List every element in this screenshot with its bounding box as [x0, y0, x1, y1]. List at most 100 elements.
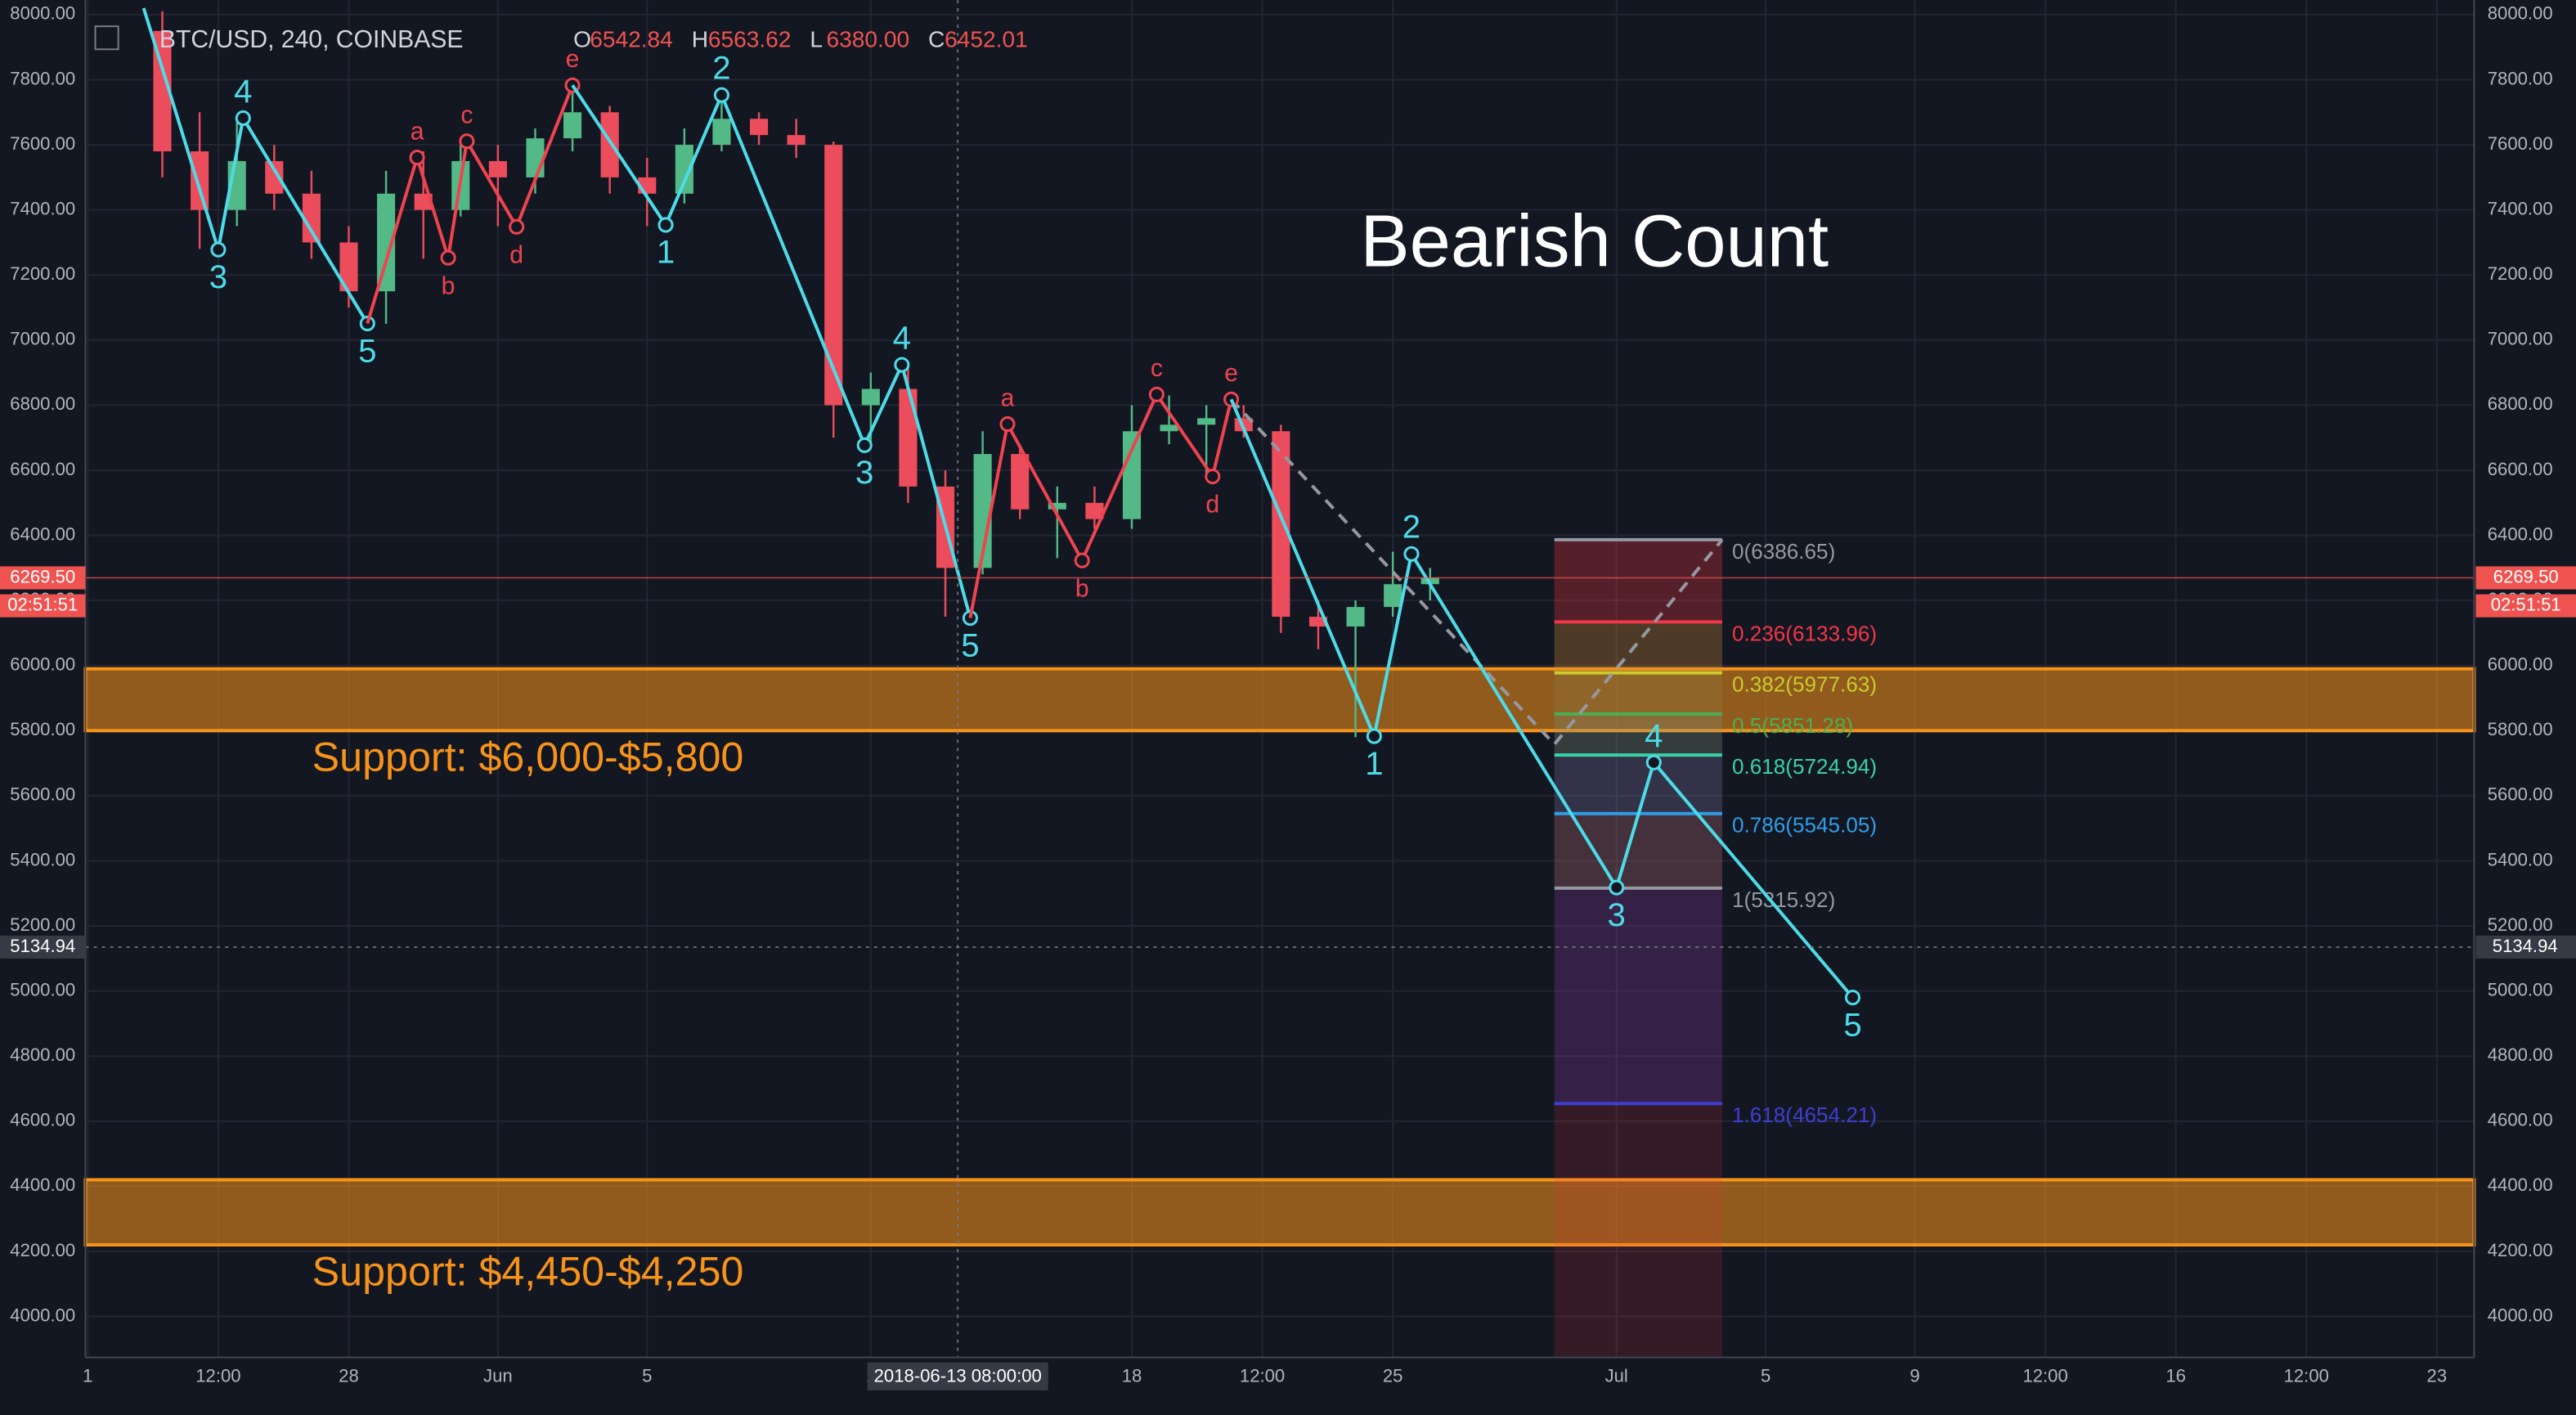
ohlc-key: H [692, 27, 708, 52]
countdown-label: 02:51:51 [7, 594, 78, 614]
candle-body [1384, 584, 1402, 608]
y-tick-label: 7600.00 [2488, 133, 2553, 154]
wave-point [1645, 754, 1662, 770]
candle-body [414, 193, 433, 210]
wave-label: 4 [893, 320, 911, 357]
wave-label: c [1151, 355, 1163, 382]
wave-label: 5 [358, 332, 376, 369]
y-tick-label: 7800.00 [2488, 68, 2553, 88]
candle-body [973, 454, 992, 568]
crosshair-x-tag [867, 1362, 1048, 1390]
wave-label: 2 [1402, 509, 1420, 546]
wave-label: 4 [1645, 717, 1663, 754]
y-tick-label: 5000.00 [2488, 979, 2553, 999]
fib-label: 0.382(5977.63) [1732, 672, 1877, 697]
fib-background [1554, 539, 1722, 1358]
wave-point [713, 87, 729, 103]
wave-point [409, 150, 425, 166]
x-tick-label: 1 [83, 1366, 92, 1386]
fib-band [1554, 755, 1722, 814]
crosshair-y-label: 5134.94 [2493, 936, 2558, 956]
wave-point [1844, 990, 1861, 1006]
x-tick-label: 9 [1910, 1366, 1919, 1386]
candle-body [526, 138, 545, 177]
y-tick-label-left: 5600.00 [10, 784, 75, 805]
candle-body [1346, 607, 1365, 627]
wave-label: b [1075, 575, 1089, 602]
y-tick-label-left: 4200.00 [10, 1240, 75, 1260]
y-tick-label-left: 7400.00 [10, 198, 75, 218]
y-tick-label-left: 4800.00 [10, 1044, 75, 1065]
y-tick-label: 7400.00 [2488, 198, 2553, 218]
y-tick-label: 4600.00 [2488, 1110, 2553, 1130]
candle-body [1048, 502, 1066, 510]
x-tick-label: 12:00 [2284, 1366, 2329, 1386]
wave-label: d [509, 241, 523, 268]
candle-body [339, 242, 358, 292]
wave-point [999, 416, 1016, 433]
countdown-label: 02:51:51 [2491, 594, 2561, 614]
fib-label: 0.5(5851.28) [1732, 713, 1853, 738]
wave-point [235, 110, 251, 126]
support-zone [83, 1178, 2476, 1247]
ohlc-key: C [928, 27, 945, 52]
y-tick-label-left: 7000.00 [10, 329, 75, 349]
y-tick-label-left: 7800.00 [10, 68, 75, 88]
wave-label: d [1205, 492, 1219, 519]
fib-label: 1.618(4654.21) [1732, 1103, 1877, 1127]
toggle-icon[interactable] [94, 25, 119, 51]
candle-body [824, 145, 843, 406]
support-label: Support: $6,000-$5,800 [312, 734, 744, 780]
wave-label: 1 [1365, 745, 1383, 782]
ohlc-key: L [810, 27, 823, 52]
fib-band [1554, 887, 1722, 1104]
candle-body [1420, 577, 1439, 585]
y-tick-label: 4800.00 [2488, 1044, 2553, 1065]
y-tick-label-left: 5200.00 [10, 914, 75, 935]
fib-band [1554, 713, 1722, 756]
drawings-back [83, 539, 2476, 1358]
ohlc-value: 6563.62 [708, 27, 792, 52]
candle-body [191, 151, 209, 210]
y-tick-label-left: 5400.00 [10, 849, 75, 869]
candle-body [712, 119, 731, 146]
wave-point [1205, 468, 1221, 485]
wave-label: 5 [1843, 1006, 1861, 1043]
wave-label: a [411, 118, 424, 145]
candles [153, 11, 1439, 738]
last-price-label: 6269.50 [10, 566, 75, 586]
fib-label: 0.786(5545.05) [1732, 813, 1877, 838]
wave-point [1223, 391, 1240, 407]
y-tick-label-left: 6400.00 [10, 523, 75, 544]
x-tick-label: 25 [1383, 1366, 1403, 1386]
candle-body [787, 135, 806, 146]
wave-label: 3 [209, 258, 227, 295]
wave-label: 3 [855, 454, 873, 491]
candle-body [563, 112, 582, 139]
ohlc-value: 6380.00 [826, 27, 909, 52]
ohlc-value: 6542.84 [590, 27, 673, 52]
candle-body [377, 193, 396, 292]
candle-body [1308, 617, 1328, 627]
x-tick-label: Jun [483, 1366, 513, 1386]
last-price-tag [0, 566, 86, 590]
x-tick-label: 5 [1761, 1366, 1770, 1386]
wave-label: c [460, 102, 473, 129]
wave-point [210, 241, 227, 258]
wave-label: b [442, 272, 456, 299]
x-tick-label: 23 [2427, 1366, 2448, 1386]
fib-label: 1(5315.92) [1732, 887, 1835, 912]
candle-body [675, 145, 693, 194]
wave-label: 5 [961, 627, 979, 663]
y-tick-label: 8000.00 [2488, 3, 2553, 24]
y-tick-label-left: 8000.00 [10, 3, 75, 24]
wave-label: 1 [657, 234, 675, 271]
crosshair-y-tag [2475, 935, 2576, 959]
symbol[interactable]: BTC/USD, 240, COINBASE [159, 26, 464, 53]
wave-label: e [566, 46, 580, 73]
candle-body [1272, 431, 1290, 618]
y-tick-label-left: 6800.00 [10, 393, 75, 414]
y-tick-label-left: 7200.00 [10, 263, 75, 284]
wave-line [1229, 398, 1855, 999]
